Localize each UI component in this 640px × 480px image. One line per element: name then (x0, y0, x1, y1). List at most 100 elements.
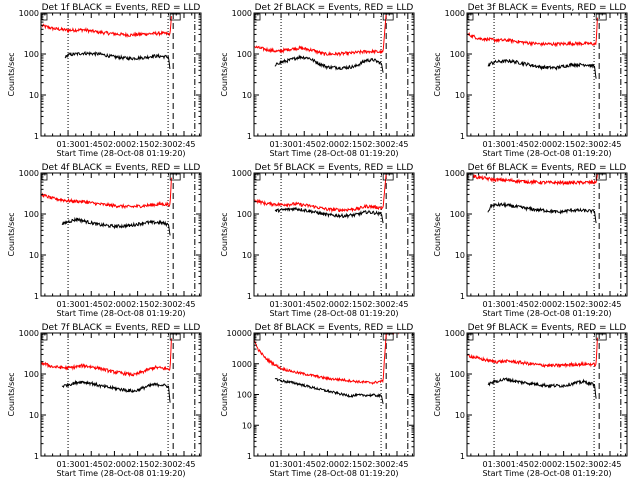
corner-label-es (169, 173, 181, 181)
x-tick-label: 01:45 (293, 460, 316, 469)
x-tick-label: 01:45 (80, 460, 103, 469)
lld-series-line (467, 17, 598, 48)
panel-3: Det 3f BLACK = Events, RED = LLD 1 10 100 10… (433, 3, 628, 158)
panel-8: Det 8f BLACK = Events, RED = LLD 1 10 100 10… (220, 323, 415, 478)
panel-title: Det 6f BLACK = Events, RED = LLD (468, 163, 627, 173)
x-tick-label: 02:30 (362, 140, 385, 149)
x-tick-label: 02:45 (385, 140, 408, 149)
events-series-line (487, 377, 597, 399)
plot-frame (466, 12, 628, 137)
y-tick-label: 100 (450, 210, 465, 219)
events-series-line (64, 50, 171, 70)
x-tick-label: 02:45 (598, 140, 621, 149)
x-tick-label: 01:30 (483, 140, 506, 149)
x-tick-label: 02:30 (575, 300, 598, 309)
x-axis-label: Start Time (28-Oct-08 01:19:20) (56, 309, 185, 318)
y-tick-label: 1000 (19, 169, 39, 178)
x-tick-label: 02:15 (339, 140, 362, 149)
y-tick-label: 100 (24, 50, 39, 59)
y-axis-label: Counts/sec (220, 372, 229, 416)
y-tick-label: 10 (242, 251, 252, 260)
y-tick-label: 10 (455, 91, 465, 100)
panel-7: Det 7f BLACK = Events, RED = LLD 1 10 100 10… (7, 323, 202, 478)
y-axis-label: Counts/sec (220, 212, 229, 256)
panel-title: Det 7f BLACK = Events, RED = LLD (42, 323, 201, 333)
y-tick-label: 100 (237, 50, 252, 59)
panel-4: Det 4f BLACK = Events, RED = LLD 1 10 100 10… (7, 163, 202, 318)
lld-series-line (41, 338, 172, 378)
x-tick-label: 01:45 (80, 140, 103, 149)
x-tick-label: 02:15 (126, 300, 149, 309)
events-series-line (274, 54, 384, 73)
y-tick-label: 10 (29, 411, 39, 420)
lld-series-line (254, 333, 406, 385)
corner-label-es (169, 333, 181, 341)
y-tick-label: 1 (460, 292, 465, 301)
x-tick-label: 01:30 (483, 300, 506, 309)
x-axis-label: Start Time (28-Oct-08 01:19:20) (482, 149, 611, 158)
panel-6: Det 6f BLACK = Events, RED = LLD 1 10 100 10… (433, 163, 628, 318)
y-tick-label: 1000 (445, 9, 465, 18)
y-axis-label: Counts/sec (433, 52, 442, 96)
lld-series-line (467, 337, 598, 369)
y-tick-label: 1000 (19, 329, 39, 338)
x-axis-label: Start Time (28-Oct-08 01:19:20) (269, 469, 398, 478)
panel-title: Det 5f BLACK = Events, RED = LLD (255, 163, 414, 173)
corner-label-es (595, 333, 607, 341)
x-tick-label: 02:15 (552, 460, 575, 469)
x-tick-label: 02:00 (316, 140, 339, 149)
y-tick-label: 10 (455, 251, 465, 260)
panel-9: Det 9f BLACK = Events, RED = LLD 1 10 100 10… (433, 323, 628, 478)
y-axis-label: Counts/sec (7, 372, 16, 416)
y-tick-label: 10 (455, 411, 465, 420)
x-axis-label: Start Time (28-Oct-08 01:19:20) (482, 309, 611, 318)
x-tick-label: 01:45 (80, 300, 103, 309)
plot-frame (40, 172, 202, 297)
x-tick-label: 02:30 (575, 460, 598, 469)
x-axis-label: Start Time (28-Oct-08 01:19:20) (482, 469, 611, 478)
y-tick-label: 1000 (445, 329, 465, 338)
x-tick-label: 02:30 (362, 460, 385, 469)
y-tick-label: 1 (34, 292, 39, 301)
x-tick-label: 02:15 (126, 460, 149, 469)
x-tick-label: 02:45 (172, 460, 195, 469)
x-tick-label: 02:15 (552, 140, 575, 149)
y-tick-label: 10 (29, 91, 39, 100)
x-tick-label: 02:30 (575, 140, 598, 149)
y-tick-label: 100 (24, 370, 39, 379)
corner-label-es (169, 13, 181, 21)
y-tick-label: 1000 (232, 360, 252, 369)
x-tick-label: 02:00 (529, 460, 552, 469)
y-tick-label: 100 (24, 210, 39, 219)
lld-series-line (41, 177, 172, 210)
panel-5: Det 5f BLACK = Events, RED = LLD 1 10 100 10… (220, 163, 415, 318)
x-tick-label: 02:30 (149, 140, 172, 149)
x-tick-label: 02:00 (103, 460, 126, 469)
x-tick-label: 01:30 (57, 460, 80, 469)
panel-title: Det 1f BLACK = Events, RED = LLD (42, 3, 201, 13)
lld-series-line (467, 173, 598, 186)
panel-title: Det 3f BLACK = Events, RED = LLD (468, 3, 627, 13)
x-tick-label: 02:00 (316, 460, 339, 469)
x-tick-label: 02:30 (149, 460, 172, 469)
corner-label-es (595, 173, 607, 181)
plot-frame (40, 12, 202, 137)
plot-frame (253, 332, 415, 457)
x-tick-label: 01:30 (270, 460, 293, 469)
y-tick-label: 1 (34, 452, 39, 461)
x-tick-label: 02:45 (598, 460, 621, 469)
plot-frame (40, 332, 202, 457)
y-tick-label: 100 (450, 50, 465, 59)
panel-2: Det 2f BLACK = Events, RED = LLD 1 10 100 10… (220, 3, 415, 158)
y-axis-label: Counts/sec (433, 212, 442, 256)
y-axis-label: Counts/sec (220, 52, 229, 96)
x-tick-label: 01:45 (293, 300, 316, 309)
x-tick-label: 02:45 (385, 300, 408, 309)
y-tick-label: 10000 (227, 329, 252, 338)
corner-box (169, 333, 181, 341)
y-tick-label: 1000 (232, 169, 252, 178)
y-axis-label: Counts/sec (7, 212, 16, 256)
y-tick-label: 10 (29, 251, 39, 260)
y-axis-label: Counts/sec (7, 52, 16, 96)
panel-title: Det 9f BLACK = Events, RED = LLD (468, 323, 627, 333)
